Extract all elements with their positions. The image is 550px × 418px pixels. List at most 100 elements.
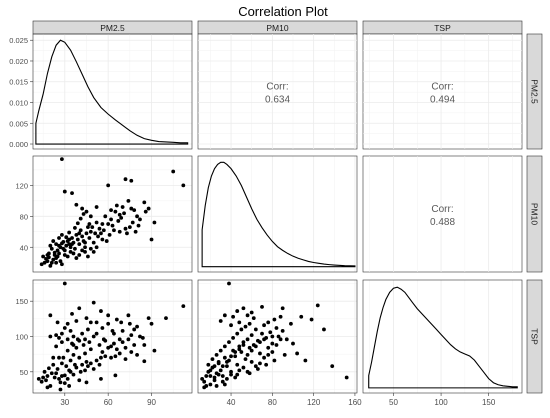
scatter-point	[222, 382, 227, 387]
scatter-point	[93, 231, 98, 236]
scatter-point	[58, 259, 63, 264]
scatter-point	[114, 347, 119, 352]
scatter-point	[100, 237, 105, 242]
scatter-point	[262, 355, 266, 360]
scatter-point	[268, 330, 273, 335]
x-tick-label: 150	[482, 398, 496, 407]
scatter-point	[84, 380, 89, 385]
scatter-point	[51, 355, 56, 360]
panel-border	[32, 33, 193, 150]
correlation-value: 0.494	[430, 95, 455, 106]
panel-border	[362, 279, 523, 394]
scatter-point	[62, 381, 67, 386]
scatter-point	[225, 376, 229, 381]
scatter-point	[94, 358, 99, 363]
scatter-point	[60, 331, 64, 336]
scatter-point	[60, 232, 64, 237]
scatter-point	[52, 250, 57, 255]
density-panel-pm25: 0.000 0.005 0.010 0.015 0.020 0.025	[9, 33, 193, 150]
scatter-point	[83, 337, 87, 342]
scatter-point	[227, 340, 231, 345]
x-tick-label: 100	[434, 398, 448, 407]
x-tick-label: 50	[389, 398, 398, 407]
scatter-point	[73, 246, 77, 251]
scatter-point	[45, 253, 50, 257]
scatter-point	[251, 316, 256, 321]
scatter-point	[49, 371, 54, 376]
scatter-point	[94, 245, 99, 250]
scatter-point	[237, 320, 242, 325]
scatter-point	[113, 373, 118, 378]
scatter-point	[65, 376, 70, 381]
scatter-point	[233, 375, 238, 380]
scatter-point	[94, 220, 99, 225]
scatter-point	[112, 228, 116, 233]
scatter-point	[132, 208, 137, 213]
scatter-point	[229, 369, 233, 374]
scatter-point	[106, 222, 111, 226]
scatter-point	[62, 253, 67, 257]
scatter-point	[54, 260, 59, 265]
scatter-point	[135, 324, 139, 329]
scatter-point	[109, 208, 113, 213]
scatter-point	[116, 219, 121, 223]
scatter-point	[243, 324, 248, 329]
scatter-point	[136, 223, 141, 228]
scatter-point	[77, 306, 82, 311]
scatter-point	[289, 321, 293, 326]
scatter-point	[106, 345, 111, 350]
scatter-point	[130, 220, 135, 225]
scatter-point	[330, 364, 335, 369]
scatter-point	[117, 351, 122, 356]
scatter-point	[266, 320, 271, 325]
scatter-point	[117, 337, 122, 342]
scatter-point	[73, 226, 77, 230]
scatter-point	[202, 379, 207, 384]
scatter-point	[237, 347, 242, 352]
scatter-point	[45, 385, 50, 390]
scatter-point	[54, 256, 59, 260]
scatter-point	[127, 225, 132, 230]
scatter-point	[97, 362, 102, 367]
scatter-point	[241, 340, 246, 345]
scatter-point	[74, 256, 79, 260]
scatter-point	[247, 321, 252, 326]
scatter-point	[58, 245, 63, 250]
scatter-point	[235, 372, 240, 377]
correlation-panel-pm25-tsp: Corr: 0.494	[362, 33, 523, 150]
scatter-point	[117, 229, 122, 234]
scatter-point	[103, 354, 108, 359]
scatter-point	[99, 231, 103, 236]
scatter-point	[67, 242, 72, 247]
scatter-point	[109, 355, 113, 360]
x-tick-label: 40	[227, 398, 236, 407]
scatter-point	[88, 361, 93, 366]
scatter-point	[152, 348, 157, 353]
scatter-point	[229, 323, 233, 328]
scatter-point	[87, 340, 92, 345]
scatter-point	[77, 242, 82, 247]
scatter-point	[42, 369, 47, 374]
scatter-point	[241, 306, 246, 311]
row-strip-pm10	[526, 155, 543, 273]
scatter-point	[135, 352, 139, 357]
scatter-point	[99, 355, 103, 360]
scatter-point	[299, 314, 304, 319]
scatter-point	[208, 374, 213, 378]
scatter-point	[274, 326, 279, 330]
scatter-point	[280, 328, 285, 333]
scatter-point	[120, 340, 125, 345]
scatter-point	[152, 220, 157, 225]
scatter-point	[272, 358, 277, 363]
x-tick-label: 90	[147, 398, 156, 407]
density-curve-tsp	[368, 286, 518, 389]
scatter-point	[48, 313, 53, 318]
scatter-point	[83, 245, 87, 250]
scatter-point	[229, 372, 233, 377]
y-tick-label: 50	[20, 368, 28, 377]
scatter-point	[245, 313, 250, 318]
scatter-point	[260, 304, 264, 309]
scatter-point	[54, 344, 59, 349]
scatter-point	[235, 362, 240, 367]
scatter-point	[78, 216, 83, 221]
